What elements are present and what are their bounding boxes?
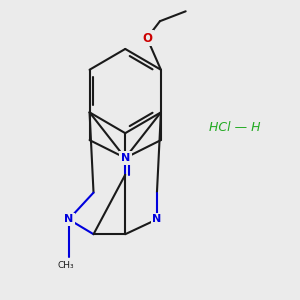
Text: N: N — [121, 153, 130, 163]
Text: HCl — H: HCl — H — [209, 121, 261, 134]
Text: CH₃: CH₃ — [58, 262, 74, 271]
Text: N: N — [152, 214, 162, 224]
Text: O: O — [142, 32, 152, 44]
Text: N: N — [64, 214, 74, 224]
